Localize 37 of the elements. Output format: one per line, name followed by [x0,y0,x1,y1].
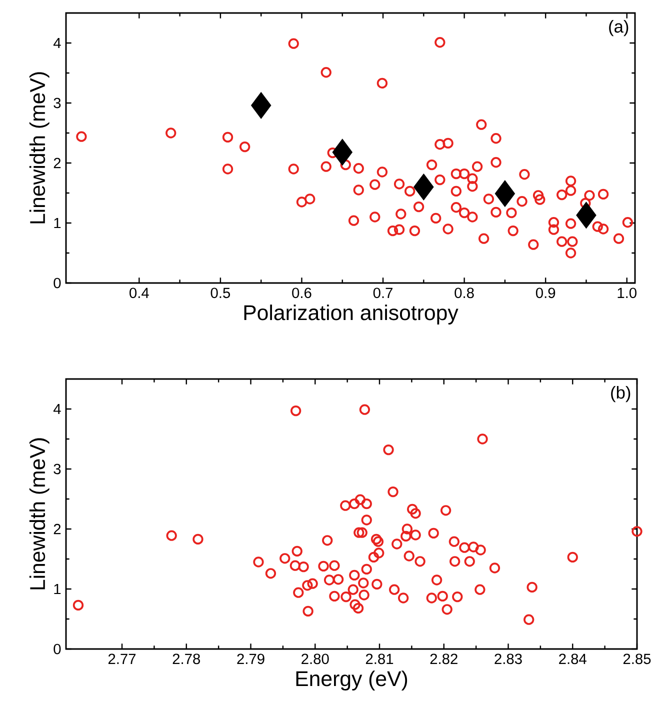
x-tick-label: 0.6 [292,288,312,298]
y-tick-label: 1 [54,218,61,228]
point [495,180,515,207]
y-tick-label: 1 [54,584,61,594]
x-tick-label: 1.0 [618,288,636,298]
x-tick-label: 2.84 [559,654,586,664]
point [251,92,272,118]
point [414,174,434,200]
x-axis-title: Polarization anisotropy [244,304,458,324]
x-tick-label: 2.78 [172,654,200,664]
x-tick-label: 2.77 [108,654,136,664]
y-tick-label: 2 [54,158,61,168]
y-tick-label: 2 [54,524,61,534]
x-tick-label: 2.81 [366,654,394,664]
y-tick-label: 3 [54,98,61,108]
x-axis-title: Energy (eV) [296,670,408,690]
y-tick-label: 3 [54,464,61,474]
x-tick-label: 0.4 [130,288,149,298]
x-tick-label: 0.9 [536,288,556,298]
y-tick-label: 4 [53,38,61,48]
y-tick-label: 0 [54,644,61,654]
y-axis-title: Linewidth (meV) [29,72,50,224]
point [576,202,596,228]
y-tick-label: 4 [53,404,61,414]
x-tick-label: 2.79 [237,654,264,664]
x-tick-label: 2.85 [623,654,651,664]
x-tick-label: 0.7 [373,288,392,298]
x-tick-label: 2.83 [494,654,522,664]
x-tick-label: 0.8 [454,288,474,298]
y-axis-title: Linewidth (meV) [29,438,50,590]
annotation: (a) [609,20,628,36]
x-tick-label: 0.5 [210,288,230,298]
point [332,139,352,166]
annotation: (b) [611,386,630,402]
x-tick-label: 2.82 [430,654,458,664]
x-tick-label: 2.80 [302,654,329,664]
y-tick-label: 0 [54,278,61,288]
